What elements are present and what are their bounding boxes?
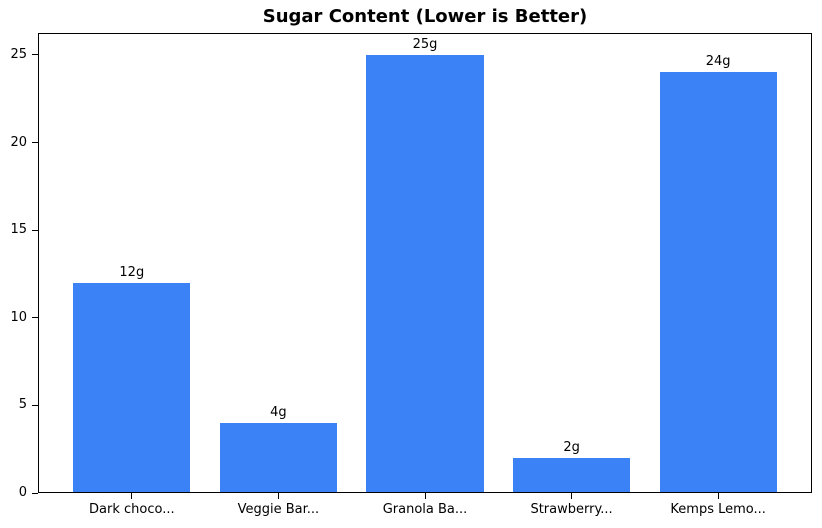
- y-tick-label: 10: [10, 309, 27, 325]
- bar: [219, 422, 338, 492]
- y-tick-label: 5: [18, 397, 27, 413]
- bar: [512, 457, 631, 492]
- y-tick-mark: [32, 404, 38, 406]
- x-tick-mark: [131, 493, 133, 499]
- x-tick-label: Veggie Bar...: [237, 502, 320, 517]
- bar: [366, 54, 484, 492]
- y-tick-mark: [32, 229, 38, 231]
- x-tick-label: Strawberry...: [530, 502, 613, 517]
- x-tick-label: Kemps Lemo...: [670, 502, 766, 517]
- x-tick-mark: [424, 493, 426, 499]
- x-tick-mark: [717, 493, 719, 499]
- bar-value-label: 12g: [119, 264, 145, 280]
- bar-value-label: 25g: [412, 36, 438, 52]
- y-tick-label: 25: [10, 46, 27, 62]
- bar: [659, 72, 777, 492]
- bar-value-label: 2g: [563, 439, 580, 455]
- x-tick-mark: [277, 493, 279, 499]
- y-tick-mark: [32, 317, 38, 319]
- y-tick-label: 0: [18, 485, 27, 500]
- chart-title: Sugar Content (Lower is Better): [262, 6, 588, 27]
- y-tick-mark: [32, 492, 38, 494]
- bar: [73, 282, 191, 492]
- y-tick-label: 15: [10, 222, 27, 238]
- y-tick-mark: [32, 54, 38, 56]
- x-tick-mark: [571, 493, 573, 499]
- bar-value-label: 24g: [705, 54, 731, 70]
- y-tick-mark: [32, 142, 38, 144]
- x-tick-label: Granola Ba...: [382, 502, 468, 517]
- y-tick-label: 20: [10, 134, 27, 150]
- x-tick-label: Dark choco...: [89, 502, 175, 517]
- bar-value-label: 4g: [270, 404, 287, 420]
